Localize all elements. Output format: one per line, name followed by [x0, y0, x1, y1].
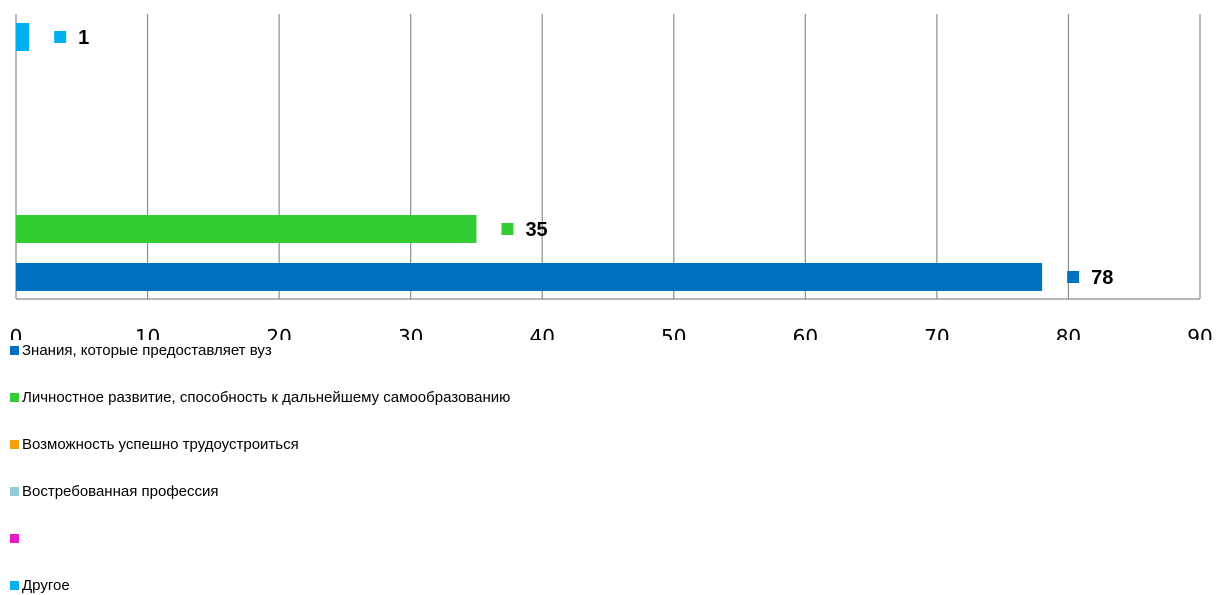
legend-label: Возможность успешно трудоустроиться	[22, 435, 299, 453]
legend-item: Возможность успешно трудоустроиться	[10, 434, 299, 454]
bars	[16, 23, 1043, 291]
bar	[16, 263, 1043, 291]
legend-label: Востребованная профессия	[22, 482, 219, 500]
data-labels: 78 35 1	[54, 27, 1113, 289]
legend-swatch	[10, 533, 19, 543]
data-label: 1	[78, 27, 89, 49]
x-tick-label: 60	[793, 325, 818, 340]
bar	[16, 215, 477, 243]
x-tick-label: 10	[135, 325, 160, 340]
legend-swatch	[10, 580, 19, 590]
x-tick-label: 0	[10, 325, 23, 340]
x-tick-label: 40	[529, 325, 554, 340]
legend-item	[10, 528, 22, 548]
x-axis	[15, 14, 1200, 300]
bar-chart: 78 35 1 0 10 20 30 40 50 60 70 80 90	[10, 14, 1213, 340]
legend-item: Знания, которые предоставляет вуз	[10, 340, 272, 360]
legend-label: Личностное развитие, способность к дальн…	[22, 388, 511, 406]
x-tick-label: 20	[266, 325, 291, 340]
x-tick-label: 80	[1056, 325, 1081, 340]
x-tick-label: 50	[661, 325, 686, 340]
legend-swatch	[10, 392, 19, 402]
gridlines	[146, 14, 1201, 299]
data-label-swatch	[501, 223, 514, 235]
x-tick-label: 70	[924, 325, 949, 340]
legend-item: Личностное развитие, способность к дальн…	[10, 387, 510, 407]
legend-label: Знания, которые предоставляет вуз	[22, 341, 272, 359]
x-tick-label: 30	[398, 325, 423, 340]
legend-label: Другое	[22, 576, 70, 594]
legend-swatch	[10, 439, 19, 449]
legend-item: Востребованная профессия	[10, 481, 219, 501]
legend-item: Другое	[10, 575, 70, 595]
data-label-swatch	[54, 31, 67, 43]
data-label: 78	[1091, 267, 1113, 289]
x-tick-label: 90	[1187, 325, 1212, 340]
bar	[16, 23, 30, 51]
legend-swatch	[10, 345, 19, 355]
x-tick-labels: 0 10 20 30 40 50 60 70 80 90	[10, 325, 1213, 340]
data-label: 35	[525, 219, 547, 241]
data-label-swatch	[1067, 271, 1080, 283]
legend-swatch	[10, 486, 19, 496]
